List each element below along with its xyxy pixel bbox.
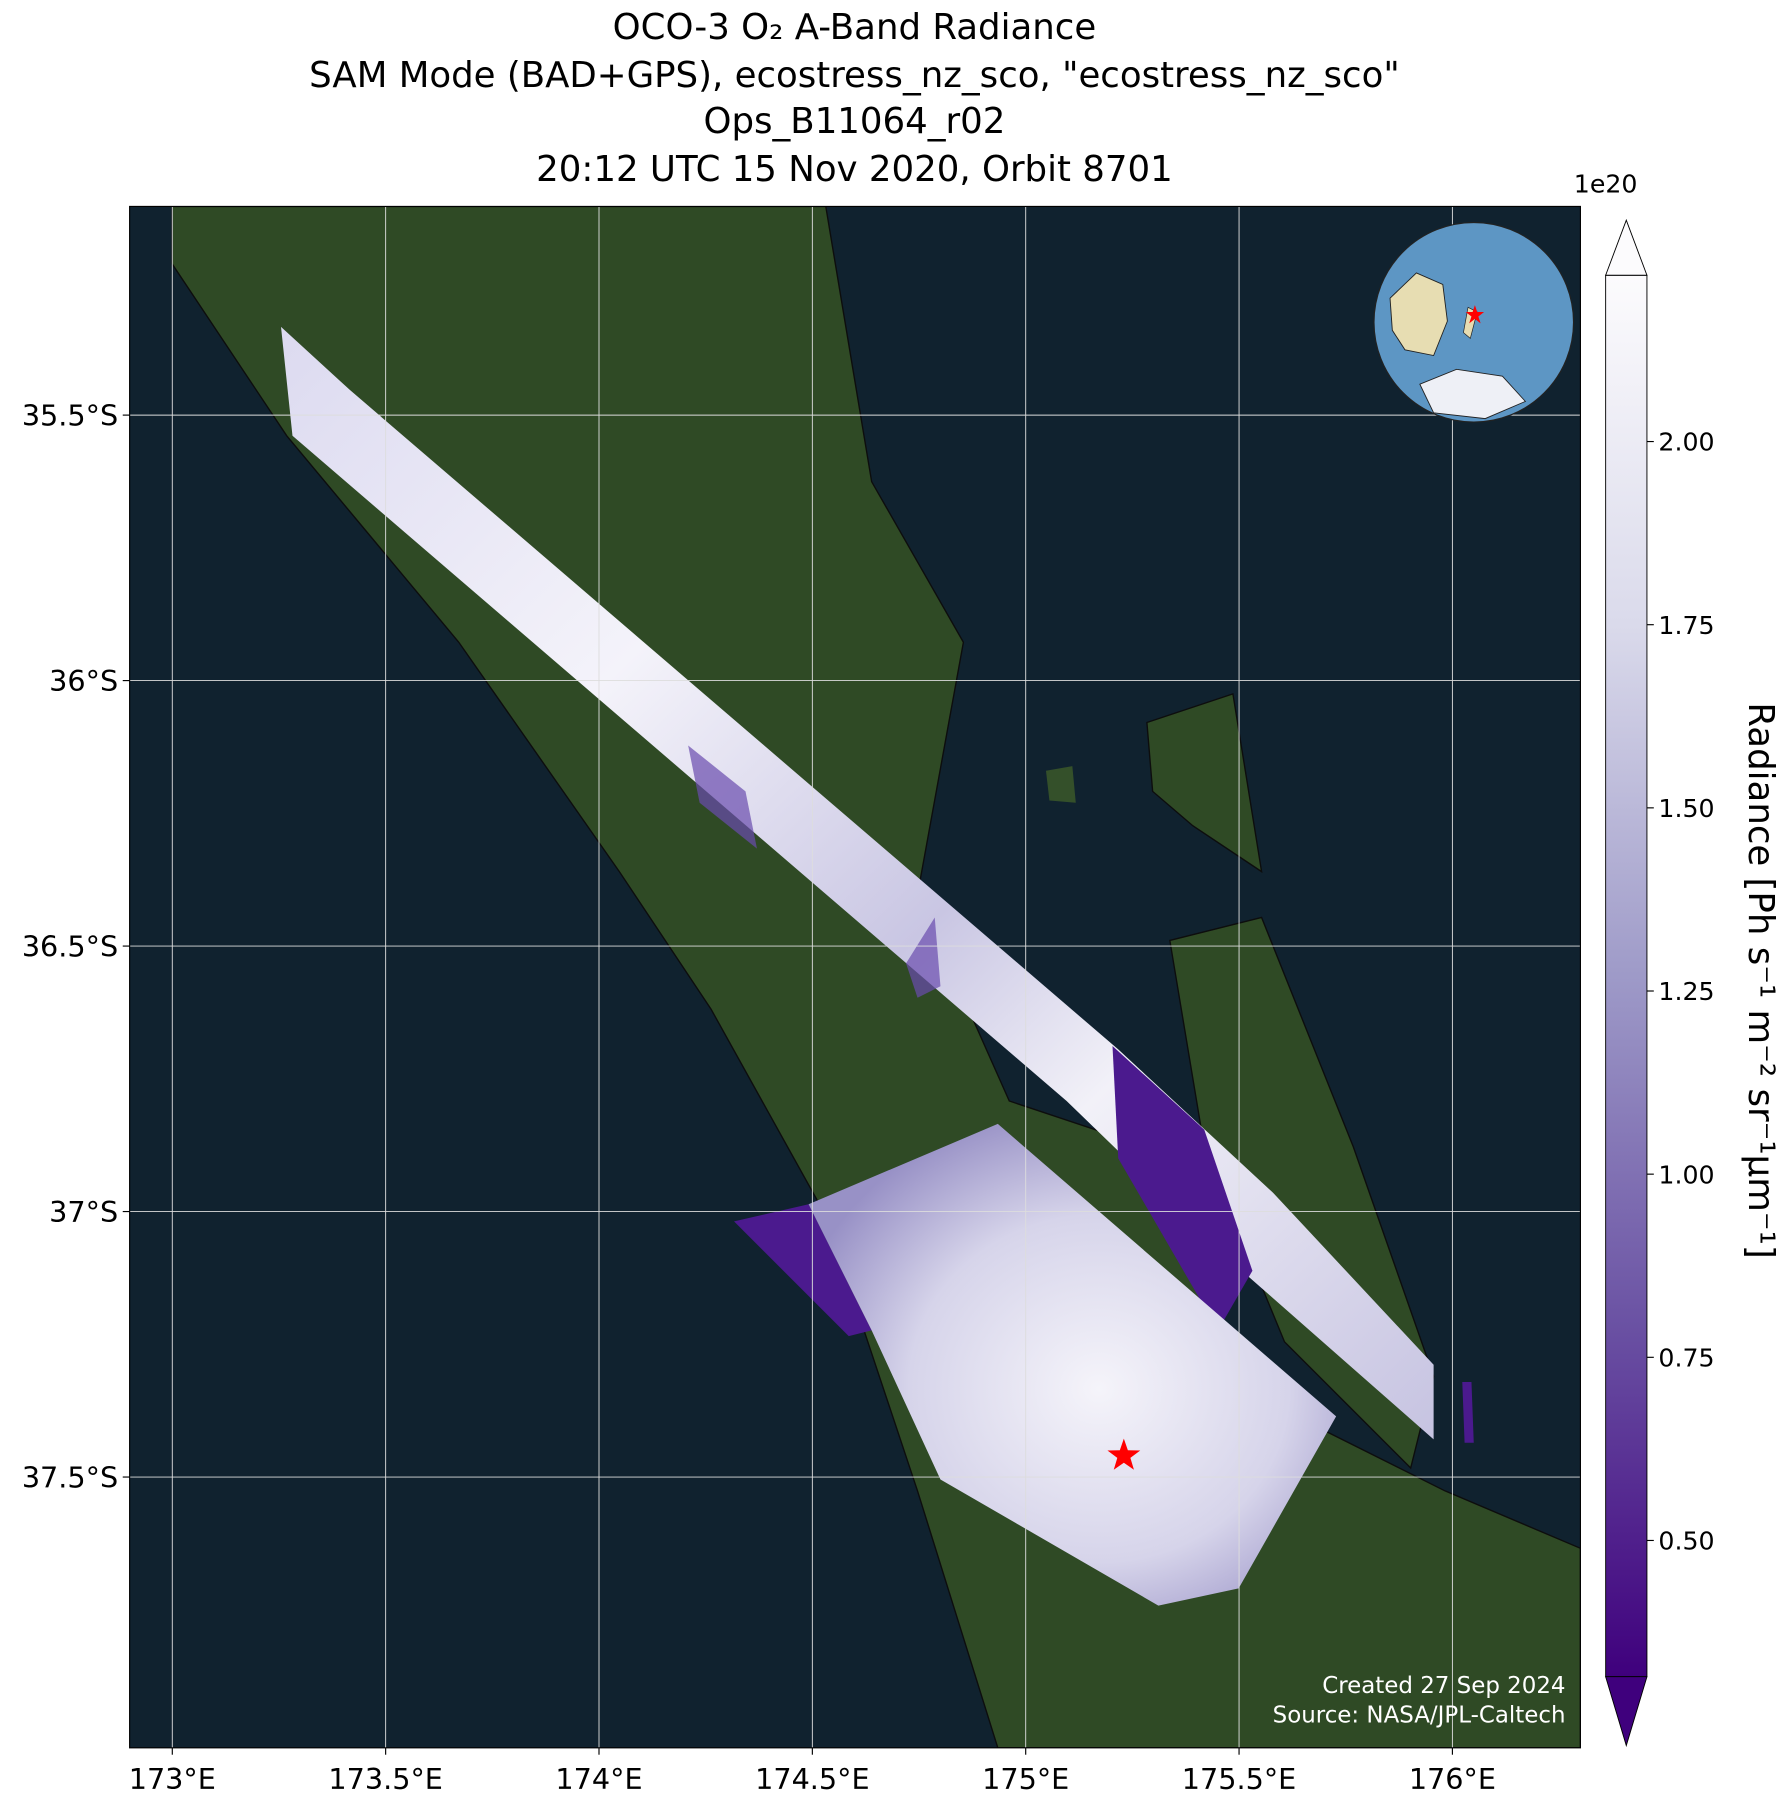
swath bbox=[1112, 1045, 1253, 1331]
y-tick-label: 37°S bbox=[49, 1195, 118, 1229]
colorbar-tick-label: 1.50 bbox=[1658, 794, 1714, 823]
swath bbox=[906, 917, 941, 998]
colorbar-tick-label: 0.75 bbox=[1658, 1343, 1714, 1372]
swath bbox=[734, 1204, 872, 1337]
x-tick-label: 173.5°E bbox=[328, 1762, 442, 1796]
inset-globe bbox=[1373, 221, 1575, 423]
grid bbox=[129, 206, 1581, 1748]
x-tick-label: 176°E bbox=[1409, 1762, 1496, 1796]
colorbar-tick-label: 1.75 bbox=[1658, 611, 1714, 640]
colorbar-scale bbox=[1605, 274, 1648, 1678]
swath bbox=[688, 745, 757, 849]
colorbar-extend bbox=[1604, 218, 1648, 276]
colorbar-tick-label: 0.50 bbox=[1658, 1527, 1714, 1556]
y-tick-label: 36.5°S bbox=[22, 929, 118, 963]
target-marker bbox=[1107, 1438, 1141, 1470]
antarctica bbox=[1419, 368, 1527, 420]
y-tick-label: 37.5°S bbox=[22, 1460, 118, 1494]
y-tick-label: 36°S bbox=[49, 664, 118, 698]
colorbar-extend bbox=[1605, 1676, 1648, 1748]
land bbox=[1045, 766, 1076, 803]
credit: Source: NASA/JPL-Caltech bbox=[1273, 1703, 1566, 1729]
credit: Created 27 Sep 2024 bbox=[1322, 1673, 1565, 1699]
x-tick-label: 174.5°E bbox=[755, 1762, 869, 1796]
map: Created 27 Sep 2024 Source: NASA/JPL-Cal… bbox=[129, 206, 1581, 1748]
title-line: Ops_B11064_r02 bbox=[703, 101, 1005, 142]
inset-marker bbox=[1465, 305, 1485, 324]
x-tick-label: 173°E bbox=[129, 1762, 216, 1796]
colorbar-offset: 1e20 bbox=[1574, 170, 1638, 199]
title-line: 20:12 UTC 15 Nov 2020, Orbit 8701 bbox=[536, 149, 1173, 190]
colorbar-tick-label: 1.25 bbox=[1658, 977, 1714, 1006]
y-tick-label: 35.5°S bbox=[22, 398, 118, 432]
colorbar-label: Radiance [Ph s⁻¹ m⁻² sr⁻¹μm⁻¹] bbox=[1740, 702, 1780, 1258]
swath bbox=[808, 1123, 1337, 1606]
colorbar-tick-label: 2.00 bbox=[1658, 428, 1714, 457]
australia bbox=[1389, 272, 1448, 357]
x-tick-label: 174°E bbox=[555, 1762, 642, 1796]
titles: OCO-3 O₂ A-Band Radiance SAM Mode (BAD+G… bbox=[309, 7, 1400, 190]
plot-frame bbox=[129, 205, 1581, 1749]
x-tick-label: 175.5°E bbox=[1182, 1762, 1296, 1796]
title-line: OCO-3 O₂ A-Band Radiance bbox=[613, 7, 1097, 48]
land bbox=[1146, 692, 1263, 874]
title-line: SAM Mode (BAD+GPS), ecostress_nz_sco, "e… bbox=[309, 55, 1400, 96]
axes: 173°E 173.5°E 174°E 174.5°E 175°E 175.5°E 176°… bbox=[22, 398, 1496, 1796]
colorbar: 1e20 Radiance [Ph s⁻¹ m⁻² sr⁻¹μm⁻¹] 0.50… bbox=[1574, 170, 1780, 1748]
x-tick-label: 175°E bbox=[982, 1762, 1069, 1796]
colorbar-tick-label: 1.00 bbox=[1658, 1160, 1714, 1189]
swath bbox=[1462, 1381, 1474, 1443]
